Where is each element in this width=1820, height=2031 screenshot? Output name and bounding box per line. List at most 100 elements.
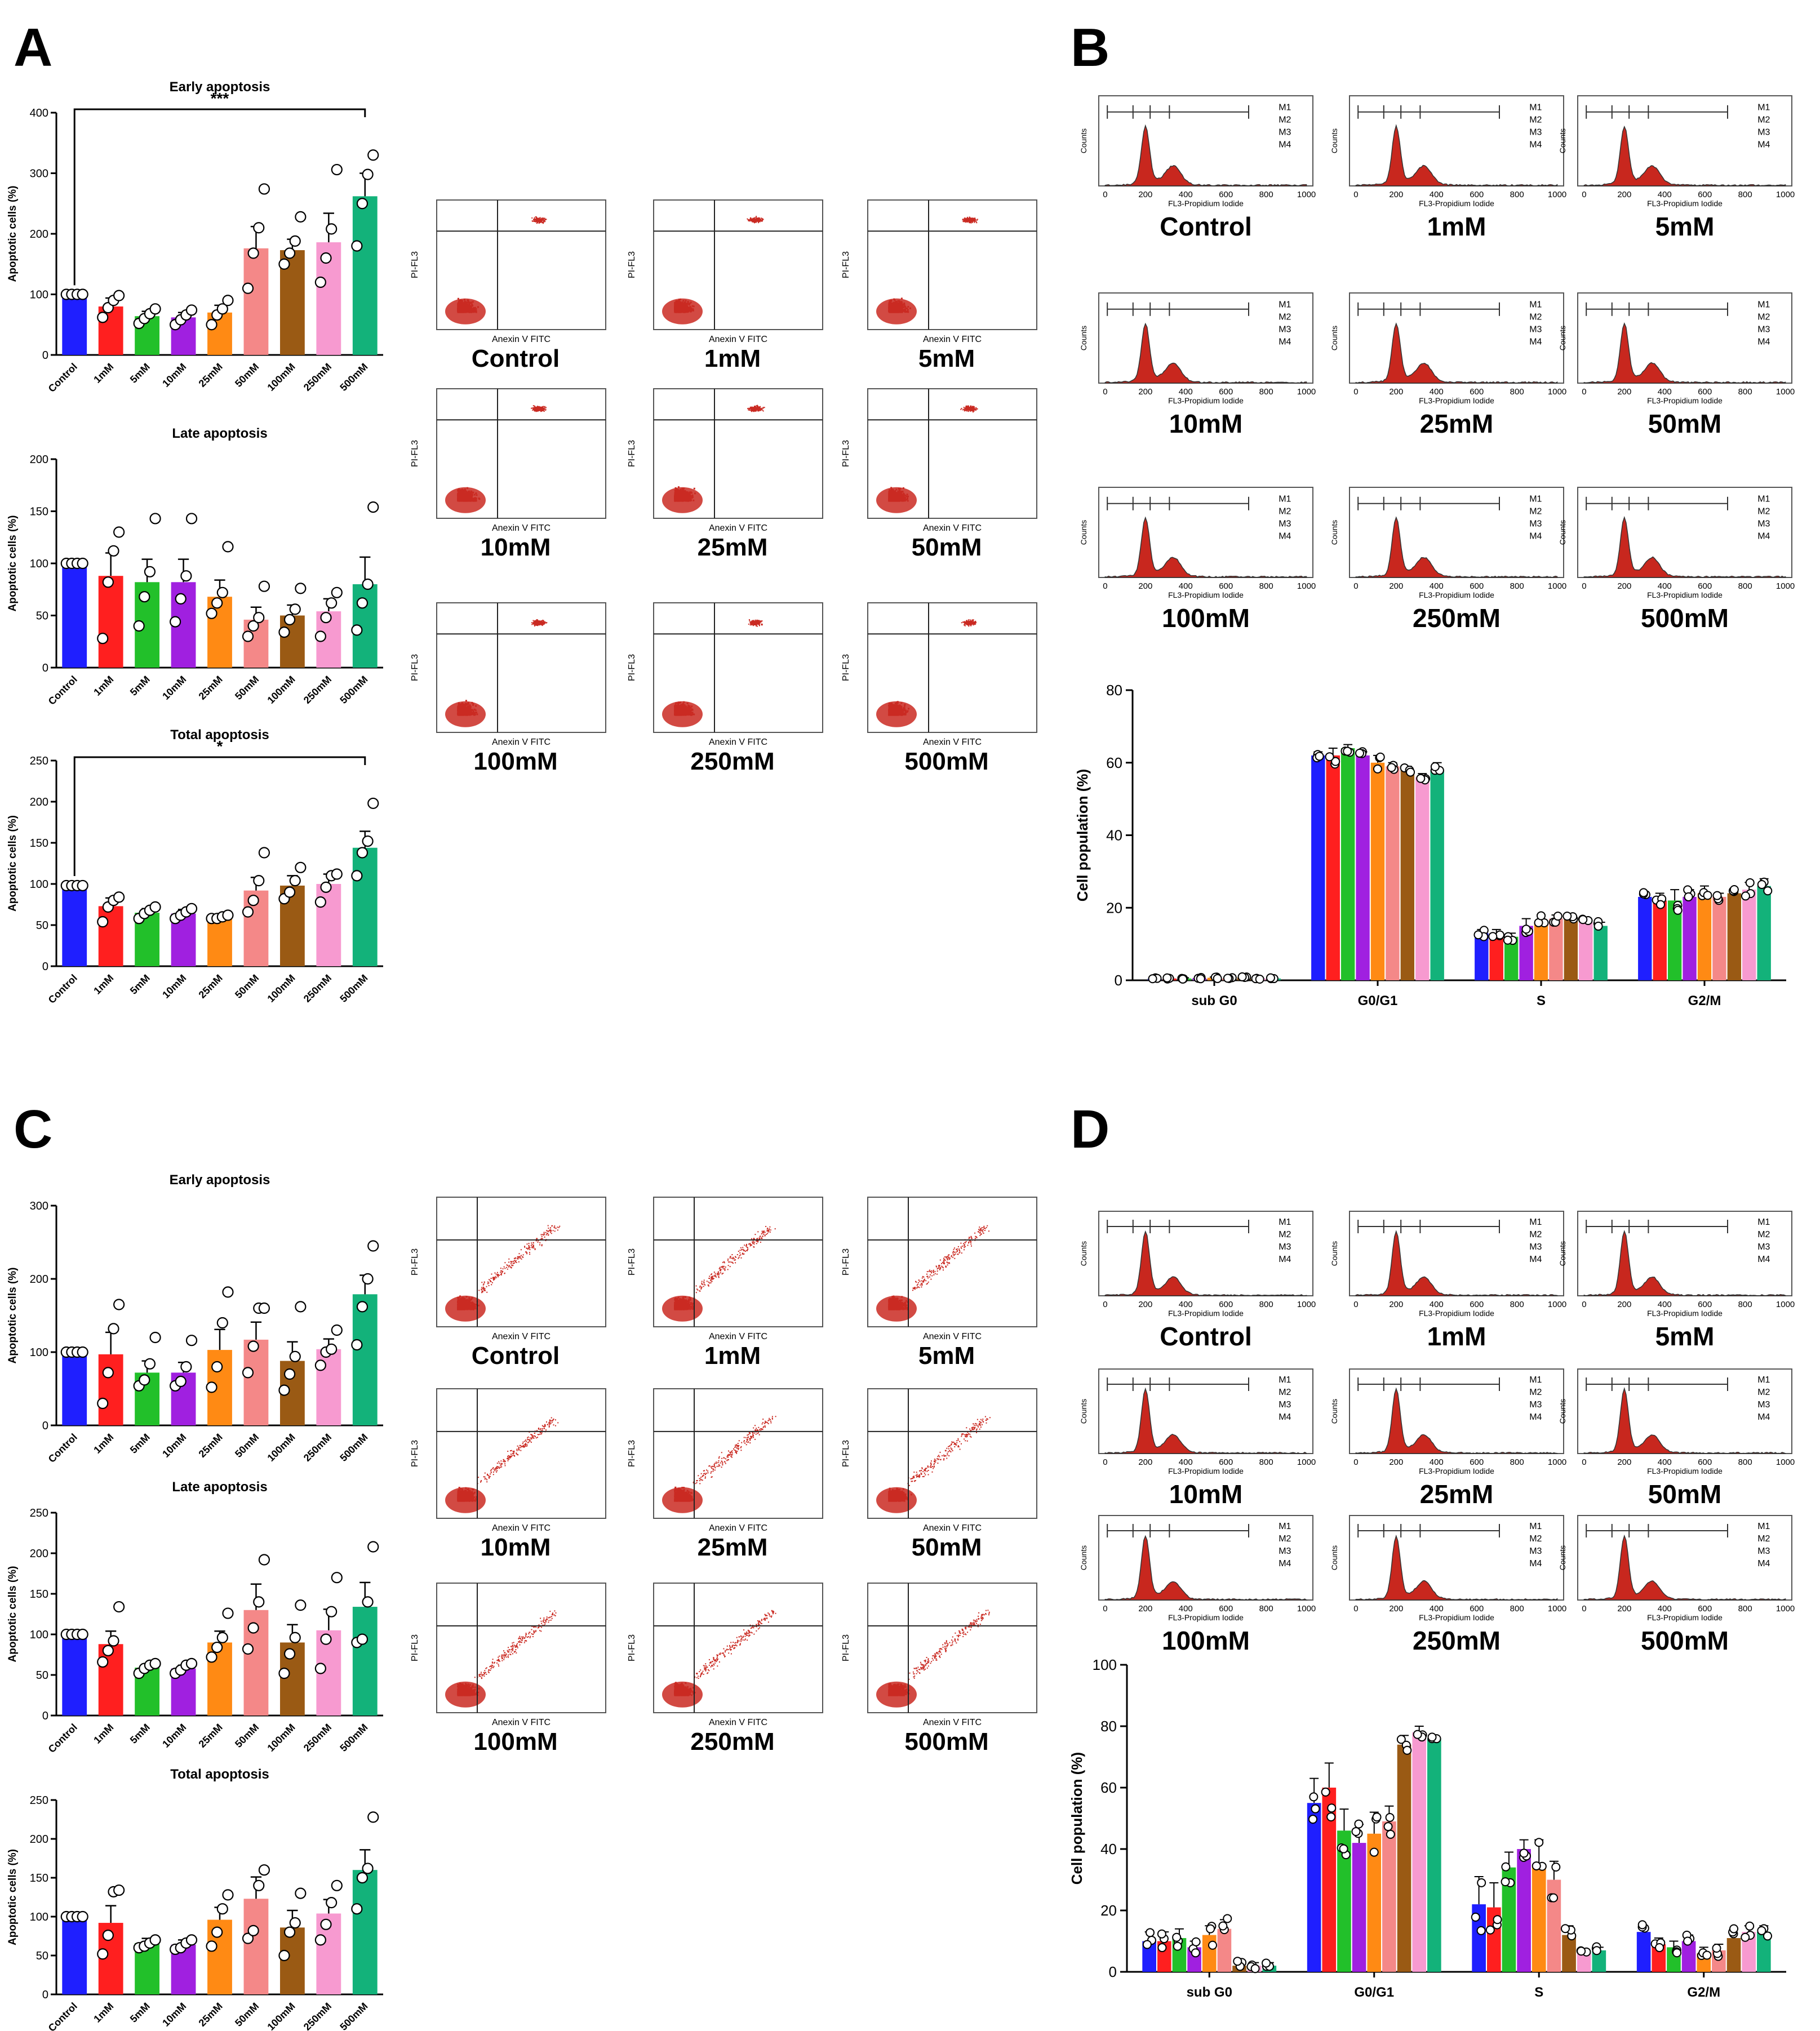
x-tick-label: 0 [1582, 1457, 1586, 1467]
data-point [314, 1934, 326, 1946]
data-point [180, 1361, 192, 1373]
data-point [149, 1934, 161, 1946]
data-point [1560, 1924, 1570, 1934]
y-axis-label: Counts [1558, 128, 1567, 153]
bar-G2/M-250mM [1742, 890, 1756, 980]
x-tick-label: 400 [1658, 1300, 1672, 1309]
bar-Control [62, 294, 87, 355]
y-tick-label: 150 [30, 506, 48, 518]
data-point [320, 252, 332, 264]
marker-label: M4 [1529, 140, 1542, 150]
data-point [1369, 1847, 1379, 1857]
flow-plot-Control: Anexin V FITC PI-FL3 Control [410, 1197, 606, 1370]
bar-S-100mM [1564, 918, 1578, 980]
histogram-25mM: M1 M2 M3 M4 0 200 400 600 800 1000 FL3-Propidium I… [1330, 292, 1566, 438]
y-axis-label: PI-FL3 [410, 1440, 420, 1467]
x-group-label: S [1537, 993, 1546, 1008]
y-axis-label: PI-FL3 [410, 440, 420, 467]
marker-label: M3 [1529, 128, 1542, 137]
y-tick-label: 200 [30, 1273, 48, 1286]
cell-events [674, 1416, 776, 1502]
dna-content-histogram [1355, 124, 1558, 186]
x-tick-label: 200 [1389, 387, 1403, 397]
data-point [77, 879, 88, 892]
bar-sub G0-50mM [1217, 1928, 1232, 1972]
data-point [356, 198, 369, 210]
x-tick-label: 200 [1617, 387, 1631, 397]
y-axis-label: Apoptotic cells (%) [7, 1267, 19, 1363]
bar-G2/M-10mM [1683, 896, 1697, 980]
data-point [108, 545, 119, 557]
data-point [362, 835, 374, 847]
x-tick-label: 1000 [1297, 1457, 1316, 1467]
data-point [295, 861, 307, 873]
x-tick-label: 0 [1582, 190, 1586, 199]
chart-A_total: Total apoptosis 0 50 100 150 200 250 Apoptotic … [7, 727, 383, 1006]
marker-label: M4 [1757, 1412, 1770, 1422]
data-point [1549, 1893, 1559, 1903]
sample-label: 5mM [1655, 1322, 1715, 1351]
sample-label: 500mM [1641, 603, 1729, 633]
x-axis-label: FL3-Propidium Iodide [1647, 396, 1723, 405]
data-point [356, 1301, 369, 1313]
plot-frame [653, 1583, 823, 1713]
marker-label: M2 [1757, 507, 1770, 517]
x-tick-label: 400 [1658, 581, 1672, 591]
data-point [1208, 1940, 1218, 1950]
bar-G2/M-Control [1636, 1932, 1651, 1972]
data-point [351, 240, 363, 252]
y-tick-label: 150 [30, 1588, 48, 1601]
y-axis-label: PI-FL3 [410, 654, 420, 681]
x-tick-label: 1000 [1297, 1604, 1316, 1614]
marker-label: M2 [1757, 1534, 1770, 1544]
x-tick-label: 600 [1698, 1457, 1712, 1467]
data-point [253, 222, 265, 234]
x-tick-label: 600 [1219, 190, 1233, 199]
x-group-label: S [1534, 1985, 1543, 2000]
x-tick-label: 10mM [160, 361, 188, 389]
dna-content-histogram [1583, 515, 1786, 578]
bar-G2/M-500mM [1757, 886, 1771, 980]
data-point [283, 1368, 296, 1380]
data-point [326, 223, 338, 235]
histogram-50mM: M1 M2 M3 M4 0 200 400 600 800 1000 FL3-Propidium I… [1558, 1368, 1795, 1509]
data-point [1551, 1863, 1561, 1872]
y-axis-label: Cell population (%) [1068, 1752, 1085, 1885]
data-point [1473, 930, 1483, 940]
data-point [108, 1635, 119, 1647]
y-axis-label: Counts [1558, 520, 1567, 545]
sample-label: 25mM [1420, 1479, 1493, 1509]
data-point [253, 1596, 265, 1608]
sample-label: 250mM [1413, 1626, 1501, 1655]
x-tick-label: 50mM [233, 1722, 261, 1750]
cell-cluster [445, 298, 486, 325]
y-tick-label: 400 [30, 107, 48, 119]
y-tick-label: 20 [1100, 1902, 1117, 1919]
plot-frame [1098, 95, 1313, 186]
x-tick-label: 800 [1738, 1457, 1752, 1467]
sample-label: 250mM [1413, 603, 1501, 633]
y-tick-label: 100 [30, 1911, 48, 1923]
marker-label: M4 [1529, 1559, 1542, 1568]
y-tick-label: 150 [30, 837, 48, 850]
histogram-500mM: M1 M2 M3 M4 0 200 400 600 800 1000 FL3-Propidium I… [1558, 487, 1795, 633]
data-point [314, 1663, 326, 1674]
sample-label: 1mM [704, 1342, 761, 1370]
x-tick-label: 0 [1103, 581, 1107, 591]
sample-label: Control [472, 1342, 560, 1370]
chart-D_cycle: 0 20 40 60 80 100 Cell population (%) sub G0 G0/… [1068, 1656, 1786, 2000]
y-tick-label: 200 [30, 454, 48, 466]
x-axis-label: Anexin V FITC [923, 737, 982, 747]
x-tick-label: 400 [1430, 1457, 1444, 1467]
data-point [97, 312, 109, 323]
x-axis-label: Anexin V FITC [923, 1332, 982, 1341]
marker-label: M1 [1757, 103, 1770, 113]
data-point [331, 1572, 343, 1584]
cell-cluster [662, 1295, 703, 1322]
data-point [331, 1879, 343, 1891]
histogram-250mM: M1 M2 M3 M4 0 200 400 600 800 1000 FL3-Propidium I… [1330, 487, 1566, 633]
x-axis-label: Anexin V FITC [492, 737, 551, 747]
marker-label: M2 [1529, 1534, 1542, 1544]
sample-label: 50mM [912, 1534, 982, 1561]
data-point [295, 583, 307, 594]
